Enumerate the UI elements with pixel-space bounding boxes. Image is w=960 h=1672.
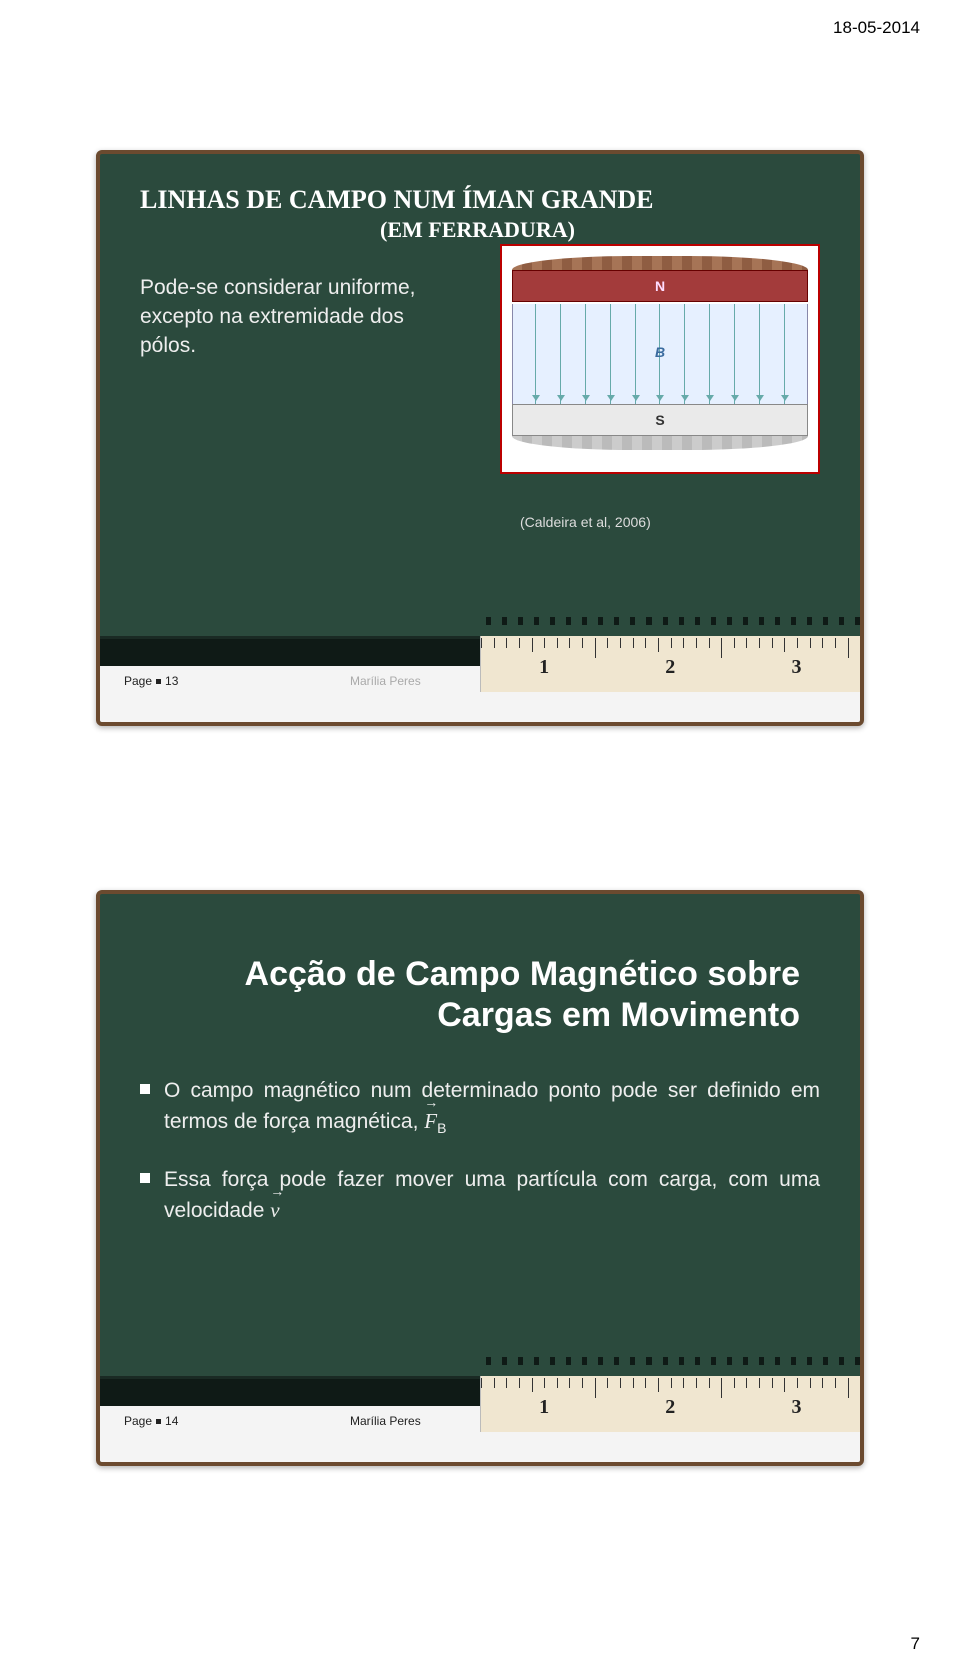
page-label-text: Page — [124, 674, 152, 688]
ruler: 1 2 3 — [480, 1346, 860, 1432]
field-line — [759, 304, 760, 404]
slide-2: Acção de Campo Magnético sobre Cargas em… — [96, 890, 864, 1466]
slide2-author: Marília Peres — [350, 1414, 421, 1428]
field-line — [635, 304, 636, 404]
ruler-num: 1 — [481, 1396, 607, 1419]
ruler-num: 3 — [733, 656, 859, 679]
slide2-bottom-strip: Page 14 Marília Peres 1 2 3 — [100, 1376, 860, 1462]
bullet-icon — [140, 1084, 150, 1094]
page-label-num: 14 — [165, 1414, 178, 1428]
bullet2-pre: Essa força pode fazer mover uma partícul… — [164, 1168, 820, 1222]
diagram-b-label: B — [655, 344, 665, 360]
field-line — [734, 304, 735, 404]
field-line — [585, 304, 586, 404]
magnet-diagram: N B S — [500, 244, 820, 474]
slide2-title: Acção de Campo Magnético sobre Cargas em… — [100, 894, 860, 1036]
page-label-num: 13 — [165, 674, 178, 688]
bullet2-sym: v — [270, 1198, 279, 1222]
slide2-page-label: Page 14 — [124, 1414, 178, 1428]
bullet1-sub: B — [437, 1120, 446, 1136]
bullet1-sym: F — [424, 1109, 437, 1133]
slide1-bottom-strip: Page 13 Marília Peres 1 2 3 — [100, 636, 860, 722]
bullet-1-text: O campo magnético num determinado ponto … — [164, 1076, 820, 1139]
slide1-body: Pode-se considerar uniforme, excepto na … — [100, 243, 460, 361]
slide1-citation: (Caldeira et al, 2006) — [520, 514, 651, 530]
ruler-num: 2 — [607, 656, 733, 679]
bullet-2: Essa força pode fazer mover uma partícul… — [140, 1165, 820, 1227]
date-header: 18-05-2014 — [833, 18, 920, 38]
bullet-icon — [140, 1173, 150, 1183]
ruler-num: 1 — [481, 656, 607, 679]
diagram-bottom-edge — [512, 436, 808, 450]
slide2-title-line1: Acção de Campo Magnético sobre — [245, 955, 800, 993]
ruler: 1 2 3 — [480, 606, 860, 692]
slide1-author: Marília Peres — [350, 674, 421, 688]
bullet1-pre: O campo magnético num determinado ponto … — [164, 1079, 820, 1133]
bullet-1: O campo magnético num determinado ponto … — [140, 1076, 820, 1139]
slide2-title-line2: Cargas em Movimento — [437, 996, 800, 1034]
diagram-top-edge — [512, 256, 808, 270]
slide1-title-line2: (EM FERRADURA) — [100, 217, 860, 243]
field-line — [709, 304, 710, 404]
slide1-page-label: Page 13 — [124, 674, 178, 688]
diagram-pole-s: S — [512, 404, 808, 436]
field-line — [610, 304, 611, 404]
ruler-num: 2 — [607, 1396, 733, 1419]
diagram-field-region: B — [512, 304, 808, 404]
page-label-text: Page — [124, 1414, 152, 1428]
diagram-pole-n: N — [512, 270, 808, 302]
field-line — [684, 304, 685, 404]
field-line — [560, 304, 561, 404]
footer-page-number: 7 — [911, 1634, 920, 1654]
ruler-num: 3 — [733, 1396, 859, 1419]
field-line — [535, 304, 536, 404]
slide1-title-line1: LINHAS DE CAMPO NUM ÍMAN GRANDE — [100, 154, 860, 217]
field-line — [784, 304, 785, 404]
slide-1: LINHAS DE CAMPO NUM ÍMAN GRANDE (EM FERR… — [96, 150, 864, 726]
bullet-2-text: Essa força pode fazer mover uma partícul… — [164, 1165, 820, 1227]
